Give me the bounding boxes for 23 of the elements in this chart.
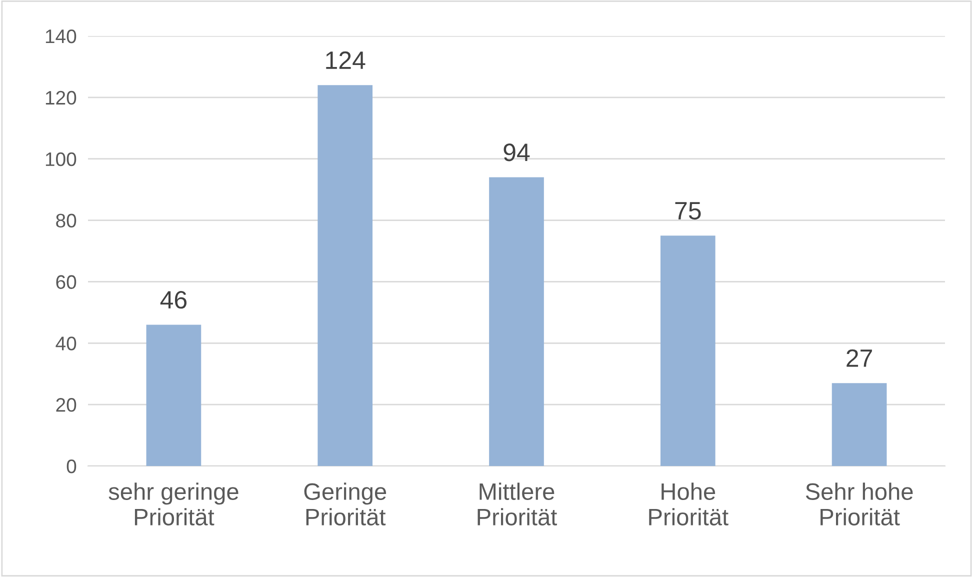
- data-label: 94: [504, 144, 530, 162]
- data-label: 124: [326, 51, 366, 69]
- bar: [832, 383, 887, 466]
- y-tick-label: 80: [56, 214, 76, 228]
- x-tick-label: sehr geringe Priorität: [108, 482, 238, 526]
- y-tick-label: 60: [56, 275, 76, 289]
- y-tick-label: 20: [56, 398, 76, 412]
- x-tick-label: Sehr hohe Priorität: [806, 482, 913, 526]
- data-label: 75: [675, 202, 701, 220]
- bar: [489, 177, 544, 466]
- x-tick-label: Mittlere Priorität: [478, 482, 557, 526]
- x-tick-label: Geringe Priorität: [304, 482, 386, 526]
- y-tick-label: 120: [46, 90, 76, 105]
- y-tick-label: 100: [46, 152, 76, 166]
- bar: [318, 85, 373, 466]
- data-label: 27: [846, 349, 872, 367]
- bar: [146, 324, 202, 466]
- y-tick-label: 40: [56, 336, 76, 350]
- y-tick-label: 140: [46, 29, 76, 44]
- bar: [660, 236, 716, 466]
- y-tick-label: 0: [66, 459, 76, 474]
- x-tick-label: Hohe Priorität: [649, 482, 728, 526]
- data-label: 46: [160, 290, 187, 309]
